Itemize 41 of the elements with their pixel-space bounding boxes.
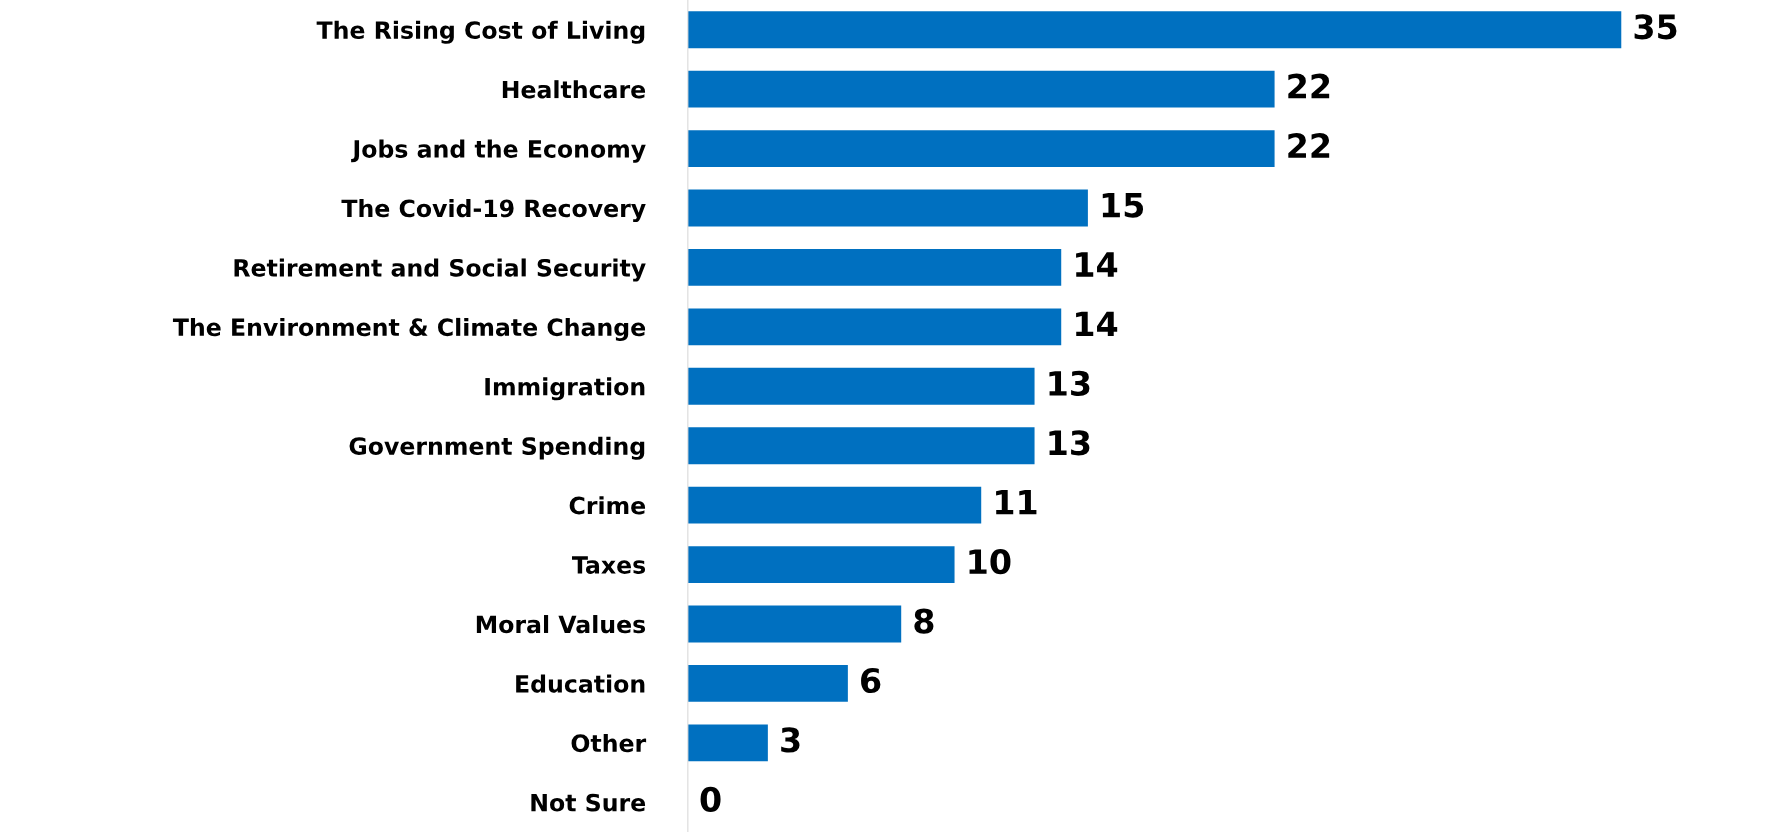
data-label: 14 [1076,252,1118,277]
y-tick-label: Healthcare [502,80,646,99]
bar [687,605,902,643]
y-tick-label: Education [516,674,645,693]
data-label: 22 [1288,133,1330,158]
data-label: 11 [996,490,1037,515]
y-tick-label: Moral Values [476,615,646,634]
data-label: 13 [1049,430,1090,456]
data-label: 10 [969,549,1011,575]
bar [687,367,1035,405]
y-tick-label: Retirement and Social Security [234,258,646,282]
y-tick-label: Not Sure [531,793,646,812]
y-tick-label: The Covid-19 Recovery [341,199,646,223]
y-tick-label: Other [571,733,647,753]
data-label: 8 [914,608,934,634]
y-tick-label: The Environment & Climate Change [172,317,646,341]
data-label: 6 [861,667,881,694]
data-label: 22 [1288,73,1330,99]
y-tick-label: Jobs and the Economy [351,139,646,163]
bar [687,130,1275,167]
y-tick-label: Taxes [572,556,646,574]
y-tick-label: Immigration [485,377,645,401]
bar [687,308,1062,346]
bar [687,486,982,524]
data-label: 35 [1634,14,1677,40]
data-label: 14 [1076,311,1118,337]
bar [687,189,1088,227]
y-tick-label: Government Spending [349,436,645,460]
bar [687,724,768,762]
data-label: 15 [1102,192,1144,218]
bar [687,546,955,583]
data-label: 3 [781,727,800,753]
bar [687,249,1062,286]
y-tick-label: The Rising Cost of Living [316,20,645,44]
bar [687,70,1275,108]
bar [687,11,1622,49]
bar [687,665,848,702]
bar [687,427,1035,465]
data-label: 0 [700,786,721,812]
data-label: 13 [1049,370,1090,396]
y-tick-label: Crime [569,496,646,515]
